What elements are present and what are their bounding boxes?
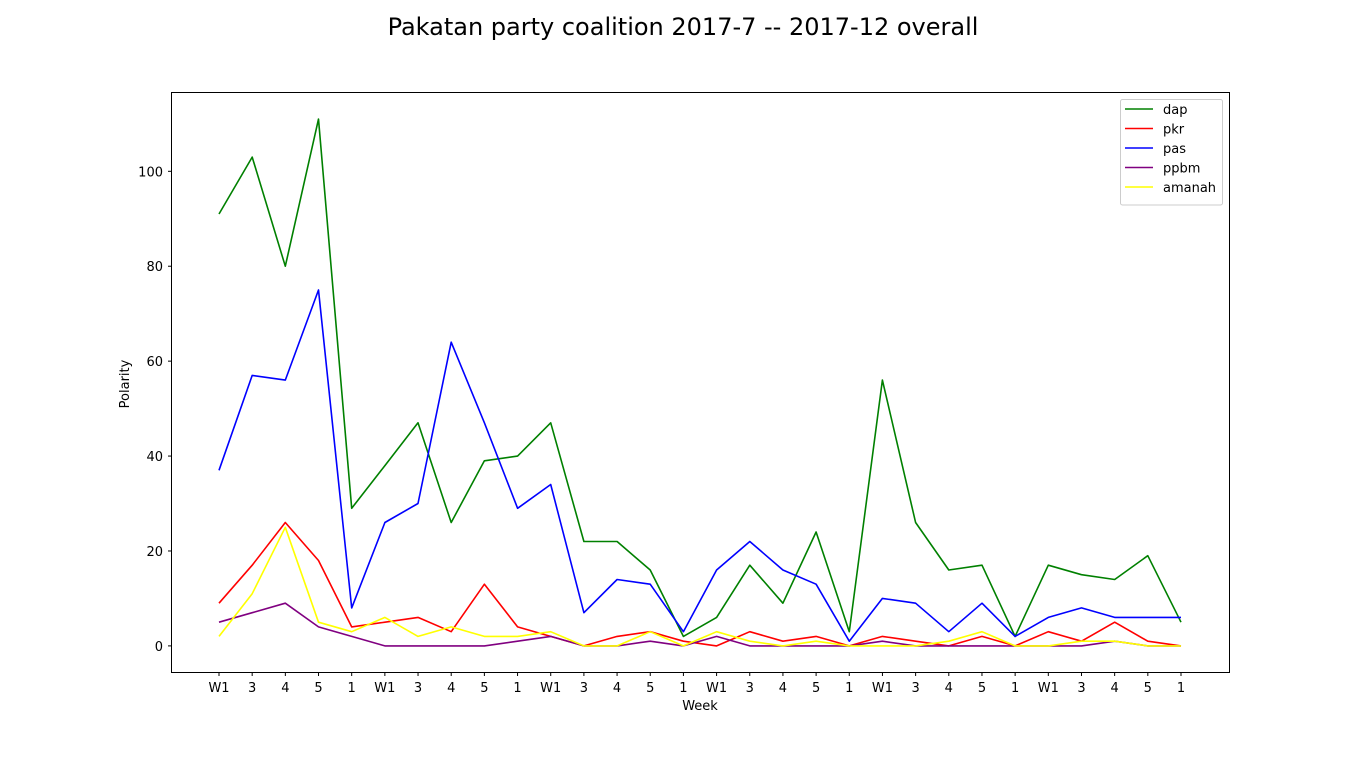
legend-label-dap: dap bbox=[1163, 103, 1187, 118]
x-tick-label: 3 bbox=[414, 681, 422, 696]
x-tick-label: 5 bbox=[646, 681, 654, 696]
legend-label-pkr: pkr bbox=[1163, 123, 1185, 138]
x-tick-label: 4 bbox=[945, 681, 953, 696]
x-tick-label: 3 bbox=[580, 681, 588, 696]
y-tick-label: 80 bbox=[146, 260, 163, 275]
x-tick-label: W1 bbox=[208, 681, 229, 696]
series-line-pkr bbox=[218, 521, 1182, 647]
x-tick-label: 3 bbox=[1077, 681, 1085, 696]
series-line-amanah bbox=[218, 526, 1181, 647]
x-axis-label: Week bbox=[682, 699, 718, 714]
legend: dap pkr pas ppbm amanah bbox=[1120, 99, 1223, 206]
x-tick-label: 3 bbox=[911, 681, 919, 696]
x-tick-label: 4 bbox=[613, 681, 621, 696]
series-line-pas bbox=[218, 289, 1181, 643]
plot-area: W1 3 4 5 1 W1 3 4 5 1 W1 3 4 5 1 W1 3 4 5 1 W1 3 4 5 1 W1 3 4 5 1 0 20 4… bbox=[138, 118, 1185, 696]
x-tick-label: 4 bbox=[779, 681, 787, 696]
y-tick-label: 0 bbox=[155, 640, 163, 655]
y-tick-label: 100 bbox=[138, 165, 163, 180]
x-tick-label: 4 bbox=[1111, 681, 1119, 696]
y-axis-label: Polarity bbox=[118, 359, 133, 408]
plot-frame bbox=[171, 92, 1230, 673]
legend-label-amanah: amanah bbox=[1163, 181, 1216, 196]
x-tick-label: W1 bbox=[706, 681, 727, 696]
x-tick-label: 5 bbox=[812, 681, 820, 696]
x-tick-label: 5 bbox=[314, 681, 322, 696]
x-tick-label: 1 bbox=[845, 681, 853, 696]
x-tick-label: 1 bbox=[1011, 681, 1019, 696]
x-tick-label: W1 bbox=[1038, 681, 1059, 696]
x-tick-label: 1 bbox=[679, 681, 687, 696]
x-tick-label: W1 bbox=[374, 681, 395, 696]
legend-box bbox=[1120, 99, 1223, 206]
x-tick-label: 4 bbox=[447, 681, 455, 696]
legend-label-pas: pas bbox=[1163, 142, 1186, 157]
x-tick-label: 5 bbox=[978, 681, 986, 696]
x-tick-label: 1 bbox=[1177, 681, 1185, 696]
x-tick-label: W1 bbox=[872, 681, 893, 696]
x-tick-label: 3 bbox=[746, 681, 754, 696]
chart-title: Pakatan party coalition 2017-7 -- 2017-1… bbox=[388, 13, 979, 41]
x-tick-label: 5 bbox=[1144, 681, 1152, 696]
x-tick-label: 4 bbox=[281, 681, 289, 696]
y-tick-label: 60 bbox=[146, 355, 163, 370]
x-tick-label: 1 bbox=[348, 681, 356, 696]
y-tick-label: 20 bbox=[146, 545, 163, 560]
legend-label-ppbm: ppbm bbox=[1163, 162, 1200, 177]
y-tick-label: 40 bbox=[146, 450, 163, 465]
x-tick-label: W1 bbox=[540, 681, 561, 696]
series-line-dap bbox=[218, 118, 1182, 638]
x-tick-label: 5 bbox=[480, 681, 488, 696]
x-tick-label: 1 bbox=[513, 681, 521, 696]
x-tick-label: 3 bbox=[248, 681, 256, 696]
